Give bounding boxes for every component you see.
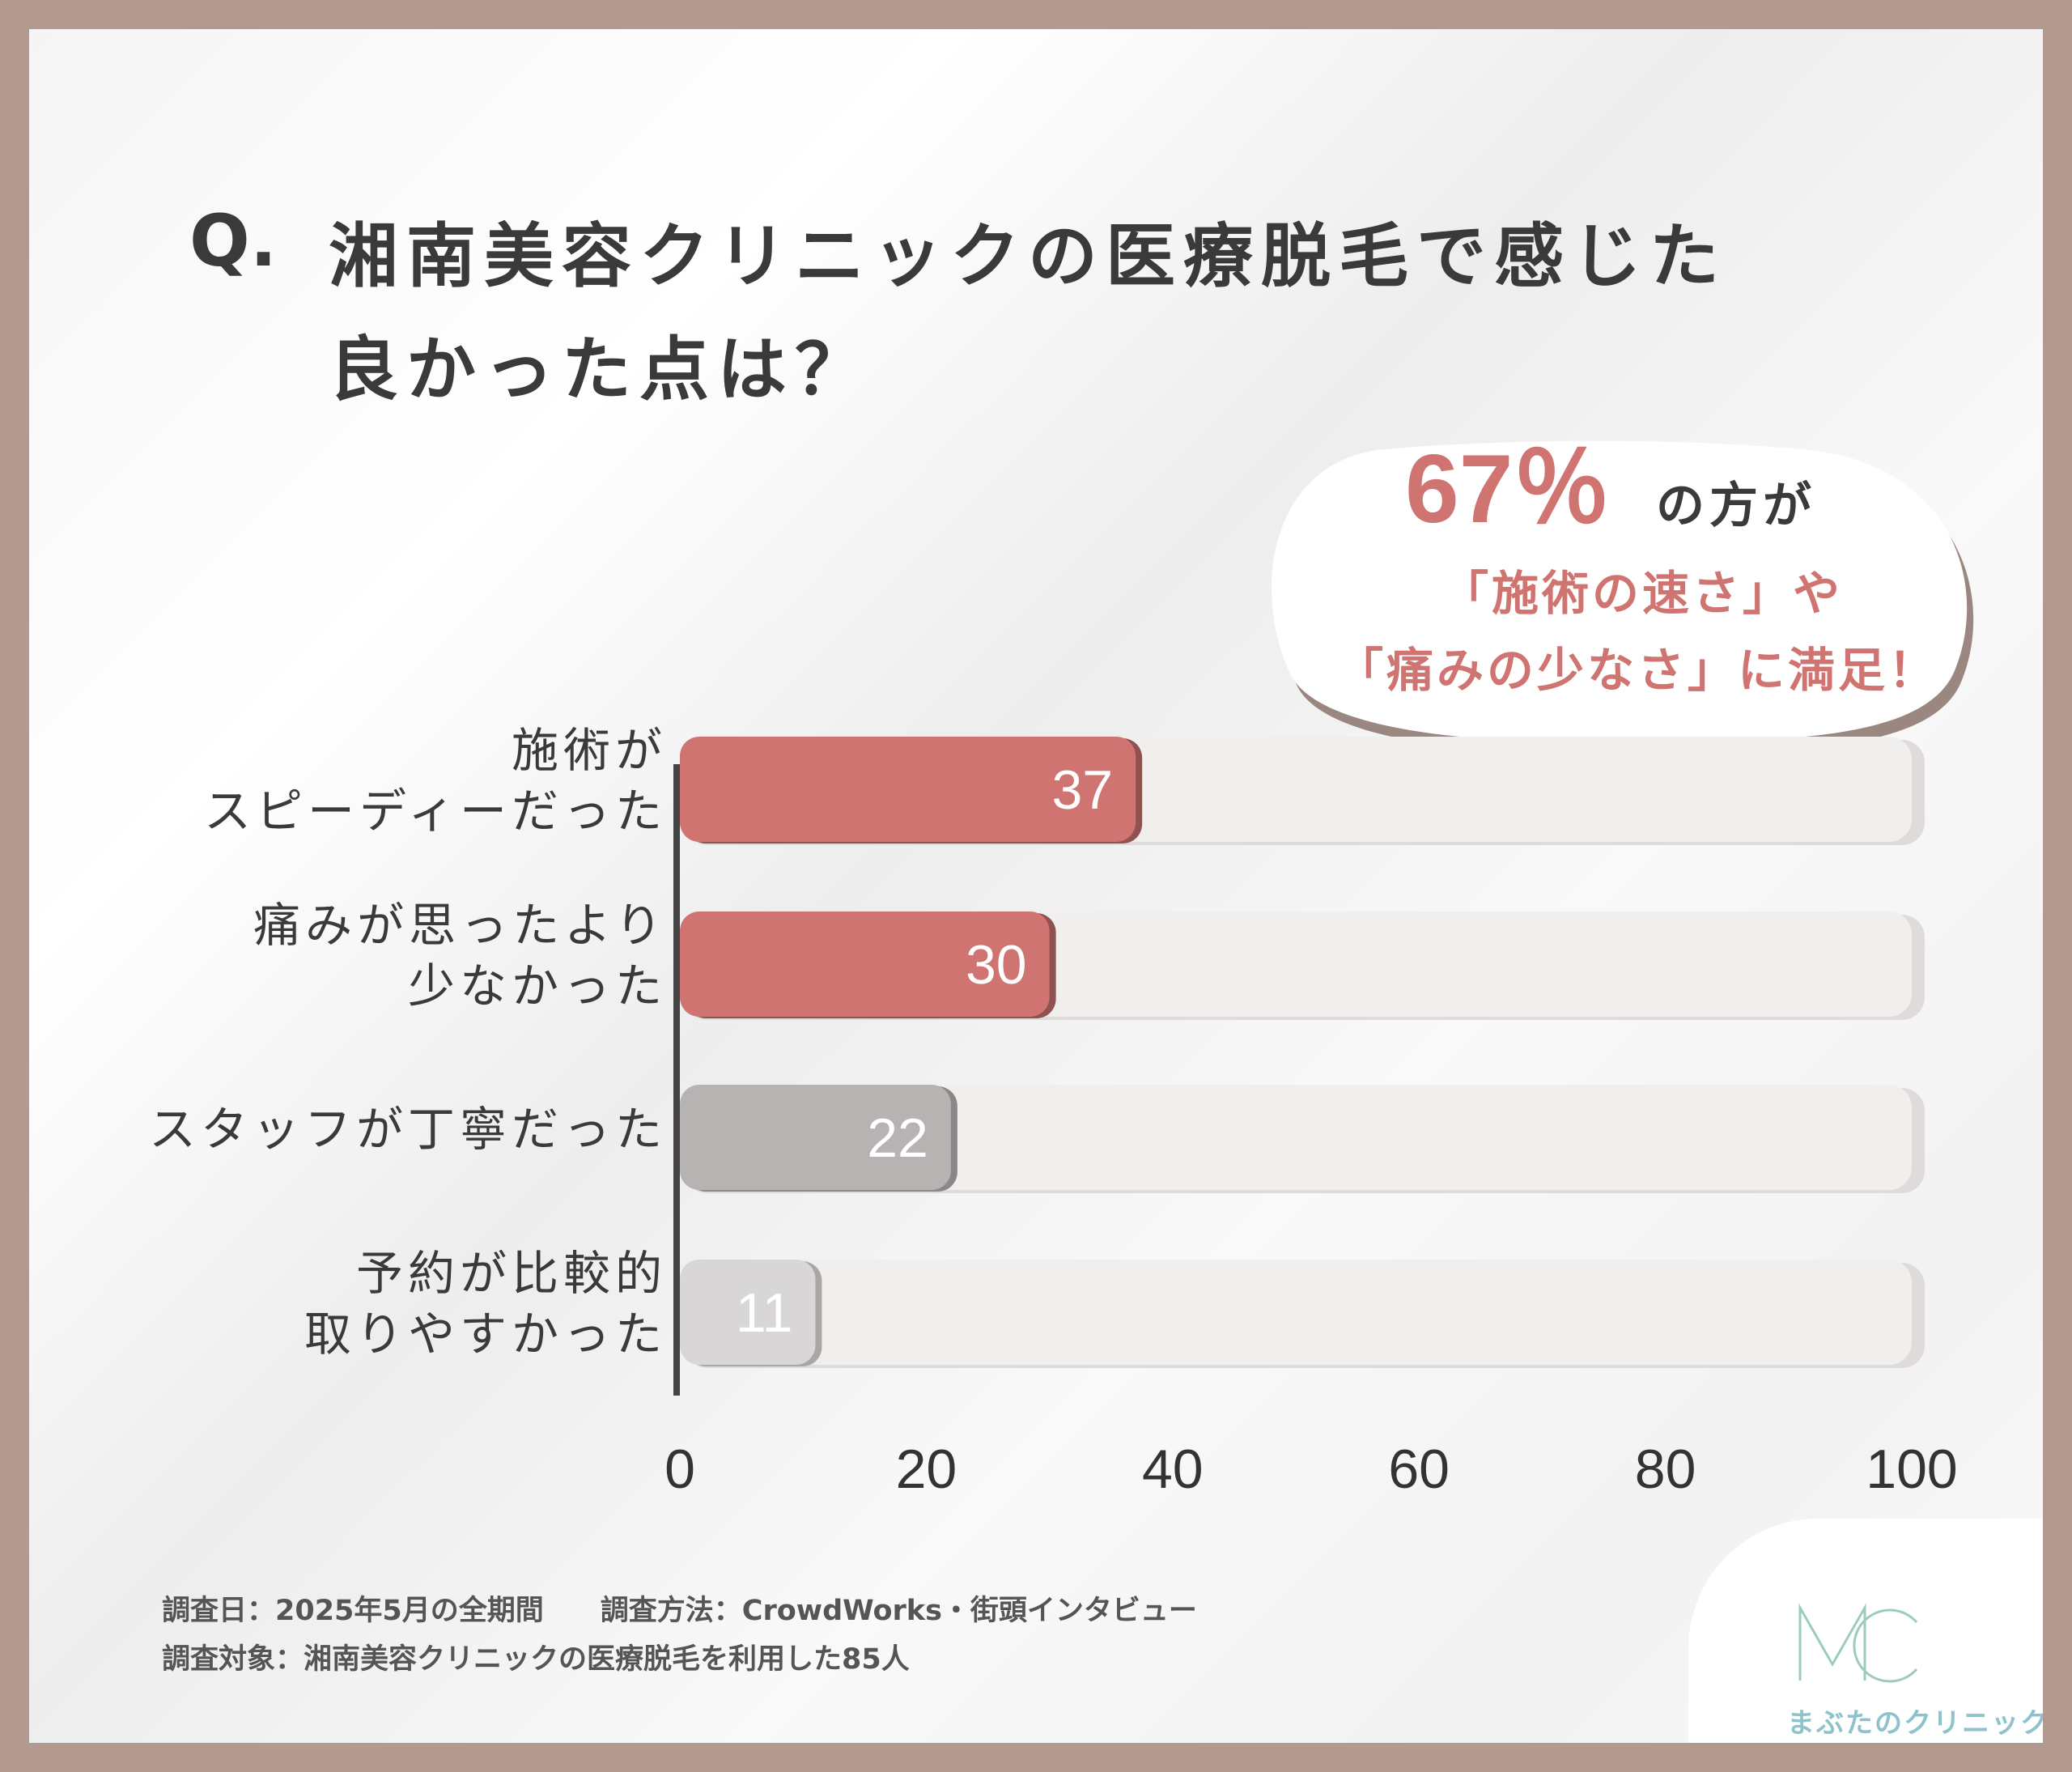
callout-line-3: 「痛みの少なさ」に満足！ <box>1336 643 1939 698</box>
category-label-line: 予約が比較的 <box>355 1246 667 1301</box>
bar <box>680 1085 951 1190</box>
x-tick-label: 0 <box>664 1438 695 1500</box>
category-label-line: 痛みが思ったより <box>253 898 667 953</box>
category-label: 施術がスピーディーだった <box>204 720 667 842</box>
logo-name: まぶたのクリニック <box>1787 1707 2043 1740</box>
bar <box>680 911 1050 1017</box>
bar-track <box>680 1085 1912 1190</box>
question-mark: Q. <box>189 199 278 283</box>
bar-value-label: 37 <box>1051 759 1113 821</box>
question-line-2: 良かった点は？ <box>329 329 873 410</box>
survey-info-line-1: 調査日：2025年5月の全期間 調査方法：CrowdWorks・街頭インタビュー <box>162 1595 1197 1627</box>
x-tick-label: 40 <box>1141 1438 1204 1500</box>
category-label-line: 少なかった <box>407 958 667 1013</box>
callout-percentage: 67％ <box>1405 435 1611 543</box>
x-tick-label: 80 <box>1634 1438 1696 1500</box>
bar <box>680 737 1136 842</box>
infographic-card: Q. 湘南美容クリニックの医療脱毛で感じた 良かった点は？ 67％ の方が 「施… <box>29 29 2043 1743</box>
question-line-1: 湘南美容クリニックの医療脱毛で感じた <box>329 216 1727 297</box>
bar-value-label: 22 <box>867 1107 928 1169</box>
callout-suffix: の方が <box>1656 478 1816 534</box>
bar <box>680 1260 816 1365</box>
category-label-line: スタッフが丁寧だった <box>148 1101 667 1157</box>
category-label: 痛みが思ったより 少なかった <box>253 895 667 1017</box>
survey-info-line-2: 調査対象：湘南美容クリニックの医療脱毛を利用した85人 <box>162 1643 910 1676</box>
category-label-line: 取りやすかった <box>304 1307 667 1362</box>
bar-track <box>680 1260 1912 1365</box>
bar-value-label: 11 <box>736 1282 793 1344</box>
x-tick-label: 100 <box>1866 1438 1958 1500</box>
bar-value-label: 30 <box>966 934 1027 996</box>
y-axis-line <box>673 764 680 1396</box>
callout-line-2: 「施術の速さ」や <box>1441 566 1844 621</box>
category-label-line: 施術が <box>511 723 667 778</box>
category-label: スタッフが丁寧だった <box>149 1099 667 1160</box>
mc-logo-icon <box>1798 1603 1918 1683</box>
bar-chart: 37 30 22 11 <box>673 737 1925 1396</box>
x-tick-label: 60 <box>1388 1438 1450 1500</box>
category-label: 予約が比較的取りやすかった <box>304 1243 667 1365</box>
x-tick-label: 20 <box>895 1438 957 1500</box>
category-label-line: スピーディーだった <box>204 784 667 839</box>
